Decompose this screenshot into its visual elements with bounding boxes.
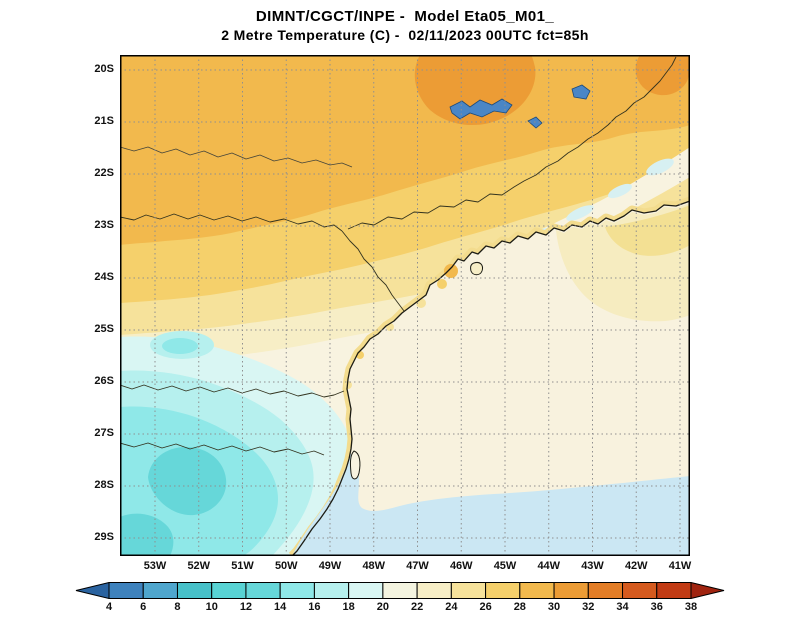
colorbar-tick-label: 6 [140, 601, 147, 613]
figure-title-line1: DIMNT/CGCT/INPE - Model Eta05_M01_ [255, 8, 555, 25]
colorbar-arrow-right [690, 581, 725, 600]
colorbar-tick-label: 4 [105, 601, 113, 613]
temperature-colorbar [75, 581, 725, 600]
lon-label: 41W [668, 560, 692, 572]
map-frame [119, 55, 692, 560]
colorbar-cell [108, 582, 144, 599]
colorbar-cell [382, 582, 418, 599]
colorbar-cell [656, 582, 692, 599]
state-borders [119, 56, 677, 456]
colorbar-cell [485, 582, 521, 599]
colorbar-tick-label: 22 [410, 601, 424, 613]
colorbar-tick-label: 8 [174, 601, 181, 613]
lat-label: 24S [94, 271, 114, 283]
grid-lines [120, 55, 690, 556]
lon-label: 49W [318, 560, 342, 572]
colorbar-tick-label: 20 [376, 601, 389, 613]
lat-label: 21S [94, 115, 114, 127]
colorbar-tick-label: 26 [479, 601, 492, 613]
ocean [292, 201, 690, 556]
colorbar-cell [587, 582, 624, 599]
colorbar-tick-label: 24 [445, 601, 458, 613]
map-border [120, 55, 690, 556]
colorbar-tick-label: 16 [308, 601, 321, 613]
colorbar-tick-label: 12 [239, 601, 253, 613]
lat-label: 27S [94, 427, 114, 439]
colorbar-cell [279, 582, 315, 599]
lon-label: 45W [493, 560, 517, 572]
colorbar-tick-label: 18 [342, 601, 355, 613]
colorbar-cell [450, 582, 487, 599]
colorbar-cell [176, 582, 213, 599]
lon-label: 53W [143, 560, 167, 572]
lon-label: 52W [187, 560, 211, 572]
lat-label: 20S [94, 63, 114, 75]
colorbar-tick-label: 32 [582, 601, 595, 613]
figure-title-line2: 2 Metre Temperature (C) - 02/11/2023 00U… [221, 27, 589, 43]
colorbar-cell [622, 582, 658, 599]
lat-label: 26S [94, 375, 114, 387]
lat-label: 23S [94, 219, 114, 231]
colorbar-cell [313, 582, 350, 599]
colorbar-scale [75, 581, 725, 600]
colorbar-tick-label: 10 [205, 601, 218, 613]
colorbar-tick-label: 38 [684, 601, 698, 613]
lon-label: 44W [537, 560, 561, 572]
colorbar-cell [416, 582, 452, 599]
colorbar-arrow-left [75, 581, 110, 600]
lon-label: 47W [406, 560, 429, 572]
lon-label: 46W [449, 560, 473, 572]
lon-label: 48W [362, 560, 386, 572]
colorbar-tick-label: 36 [650, 601, 663, 613]
lon-label: 42W [624, 560, 648, 572]
colorbar-tick-label: 28 [513, 601, 526, 613]
lat-label: 28S [94, 479, 114, 491]
colorbar-cell [553, 582, 589, 599]
colorbar-cell [348, 582, 384, 599]
coastline [291, 200, 691, 557]
lon-label: 43W [581, 560, 604, 572]
colorbar-cell [519, 582, 555, 599]
colorbar-cell [211, 582, 247, 599]
lat-label: 25S [94, 323, 114, 335]
colorbar-tick-label: 30 [547, 601, 561, 613]
lat-label: 29S [94, 531, 114, 543]
map-canvas [119, 55, 692, 560]
colorbar-tick-label: 14 [274, 601, 287, 613]
lon-label: 50W [274, 560, 298, 572]
lat-label: 22S [94, 167, 114, 179]
colorbar-tick-labels: 4 6 8 10 12 14 16 18 20 22 24 26 28 30 32 34 36 38 [75, 601, 725, 615]
colorbar-tick-label: 34 [616, 601, 629, 613]
colorbar-cell [245, 582, 281, 599]
colorbar-cell [142, 582, 178, 599]
lon-label: 51W [231, 560, 254, 572]
